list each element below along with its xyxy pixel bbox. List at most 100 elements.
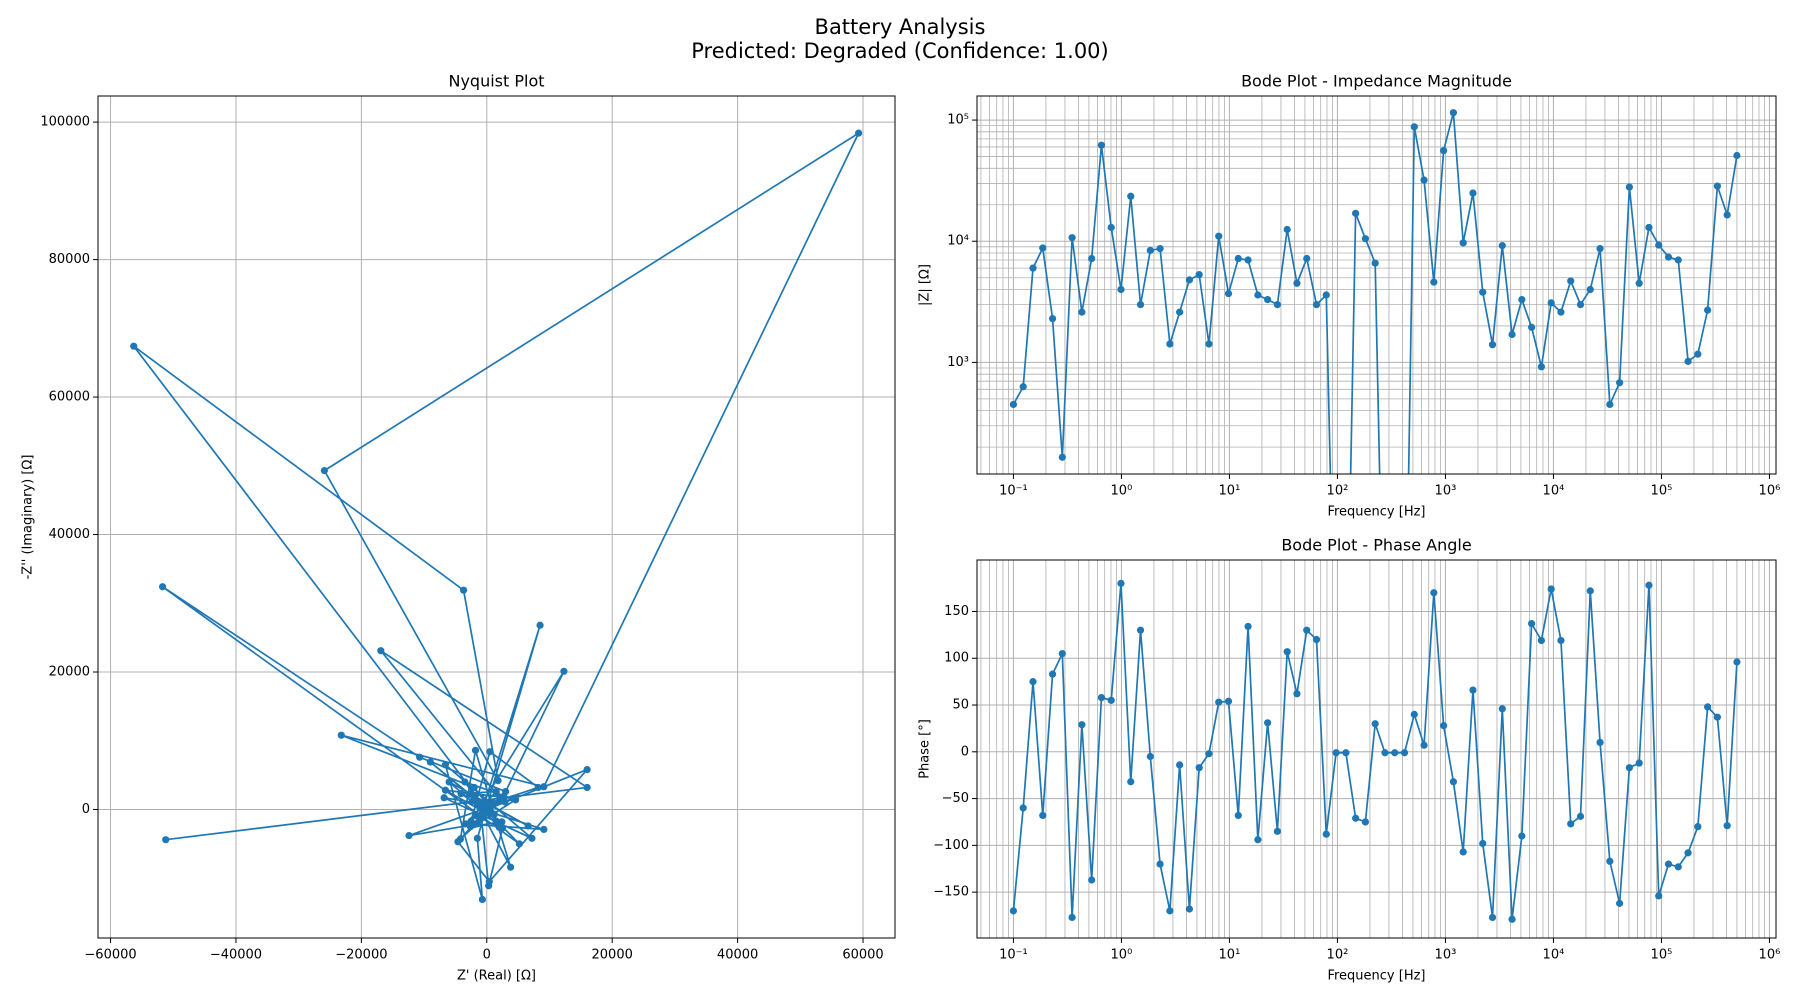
data-point	[1410, 710, 1418, 718]
data-point	[441, 786, 449, 794]
data-point	[477, 811, 485, 819]
data-point	[1097, 141, 1106, 149]
plot-area	[130, 129, 863, 904]
data-point	[494, 776, 502, 785]
data-point	[1107, 696, 1115, 704]
data-point	[1576, 301, 1585, 309]
data-point	[1088, 254, 1096, 263]
y-tick-label: −100	[933, 838, 969, 853]
data-point	[485, 878, 493, 886]
y-tick-label: −150	[933, 885, 969, 900]
data-point	[1273, 827, 1282, 835]
data-point	[1205, 750, 1213, 758]
data-point	[1048, 670, 1057, 678]
data-point	[1352, 209, 1360, 217]
data-point	[1596, 738, 1604, 747]
data-point	[1567, 820, 1575, 828]
data-point	[1410, 123, 1418, 131]
data-line	[133, 130, 861, 900]
data-point	[1440, 146, 1448, 155]
data-point	[1655, 892, 1663, 900]
data-point	[1273, 301, 1282, 309]
data-point	[1469, 686, 1477, 694]
y-tick-label: −50	[942, 791, 969, 806]
data-point	[1733, 658, 1741, 666]
x-tick-label: 40000	[717, 948, 758, 963]
subplot-title: Nyquist Plot	[448, 72, 544, 91]
data-point	[536, 621, 544, 629]
x-tick-label: 10³	[1435, 484, 1457, 499]
data-point	[1352, 814, 1360, 822]
data-point	[1498, 705, 1506, 713]
data-point	[457, 790, 465, 798]
data-point	[1498, 242, 1506, 250]
data-point	[1625, 764, 1633, 772]
x-tick-label: 60000	[842, 948, 883, 963]
data-point	[1361, 235, 1369, 243]
data-point	[445, 778, 453, 786]
data-point	[1655, 241, 1663, 249]
data-point	[498, 818, 506, 826]
data-point	[1127, 778, 1135, 786]
data-point	[1674, 256, 1682, 264]
y-tick-label: 0	[82, 802, 90, 817]
data-point	[130, 342, 138, 350]
data-point	[416, 753, 424, 761]
data-point	[1645, 223, 1653, 232]
data-point	[1684, 357, 1692, 365]
data-point	[485, 808, 493, 816]
data-point	[1136, 626, 1145, 634]
x-tick-label: 10¹	[1219, 484, 1241, 499]
y-tick-label: 40000	[49, 527, 90, 542]
y-tick-label: 10³	[947, 355, 969, 370]
data-point	[1224, 289, 1233, 298]
data-point	[1704, 703, 1712, 711]
figure-subtitle: Predicted: Degraded (Confidence: 1.00)	[691, 39, 1108, 63]
data-point	[1029, 264, 1037, 272]
data-point	[1469, 189, 1477, 197]
data-point	[560, 667, 568, 675]
data-point	[1616, 899, 1624, 907]
data-point	[1146, 246, 1154, 255]
data-point	[1430, 278, 1438, 286]
data-point	[1127, 192, 1135, 200]
data-point	[528, 834, 536, 842]
data-point	[1674, 863, 1682, 871]
axes-frame	[976, 95, 1777, 475]
y-tick-label: 50	[952, 698, 969, 713]
y-tick-label: 0	[961, 744, 969, 759]
data-point	[320, 467, 328, 475]
y-tick-label: 100000	[40, 115, 90, 130]
data-point	[1606, 857, 1614, 865]
data-point	[540, 783, 548, 791]
data-point	[540, 825, 548, 833]
data-point	[496, 794, 504, 802]
data-point	[1117, 579, 1125, 587]
data-point	[534, 783, 542, 792]
figure-title: Battery Analysis	[815, 15, 986, 39]
data-point	[1625, 183, 1633, 191]
data-point	[1039, 244, 1047, 252]
data-point	[1283, 225, 1291, 234]
data-point	[1420, 176, 1428, 184]
subplot-title: Bode Plot - Phase Angle	[1281, 536, 1471, 555]
data-point	[1224, 697, 1233, 705]
data-point	[441, 761, 449, 769]
data-point	[459, 586, 468, 594]
data-point	[1488, 913, 1497, 922]
x-axis-label: Frequency [Hz]	[1327, 969, 1425, 984]
x-axis-label: Frequency [Hz]	[1327, 505, 1425, 520]
data-point	[1518, 295, 1526, 304]
data-point	[426, 758, 434, 766]
data-point	[478, 895, 486, 904]
data-point	[1107, 223, 1115, 232]
data-point	[1459, 239, 1467, 247]
data-point	[377, 647, 385, 655]
data-point	[1586, 285, 1594, 294]
data-point	[492, 817, 500, 825]
data-point	[1058, 453, 1066, 461]
data-point	[1254, 291, 1262, 299]
data-point	[1078, 721, 1086, 729]
data-point	[1156, 244, 1164, 253]
x-tick-label: 0	[483, 948, 491, 963]
